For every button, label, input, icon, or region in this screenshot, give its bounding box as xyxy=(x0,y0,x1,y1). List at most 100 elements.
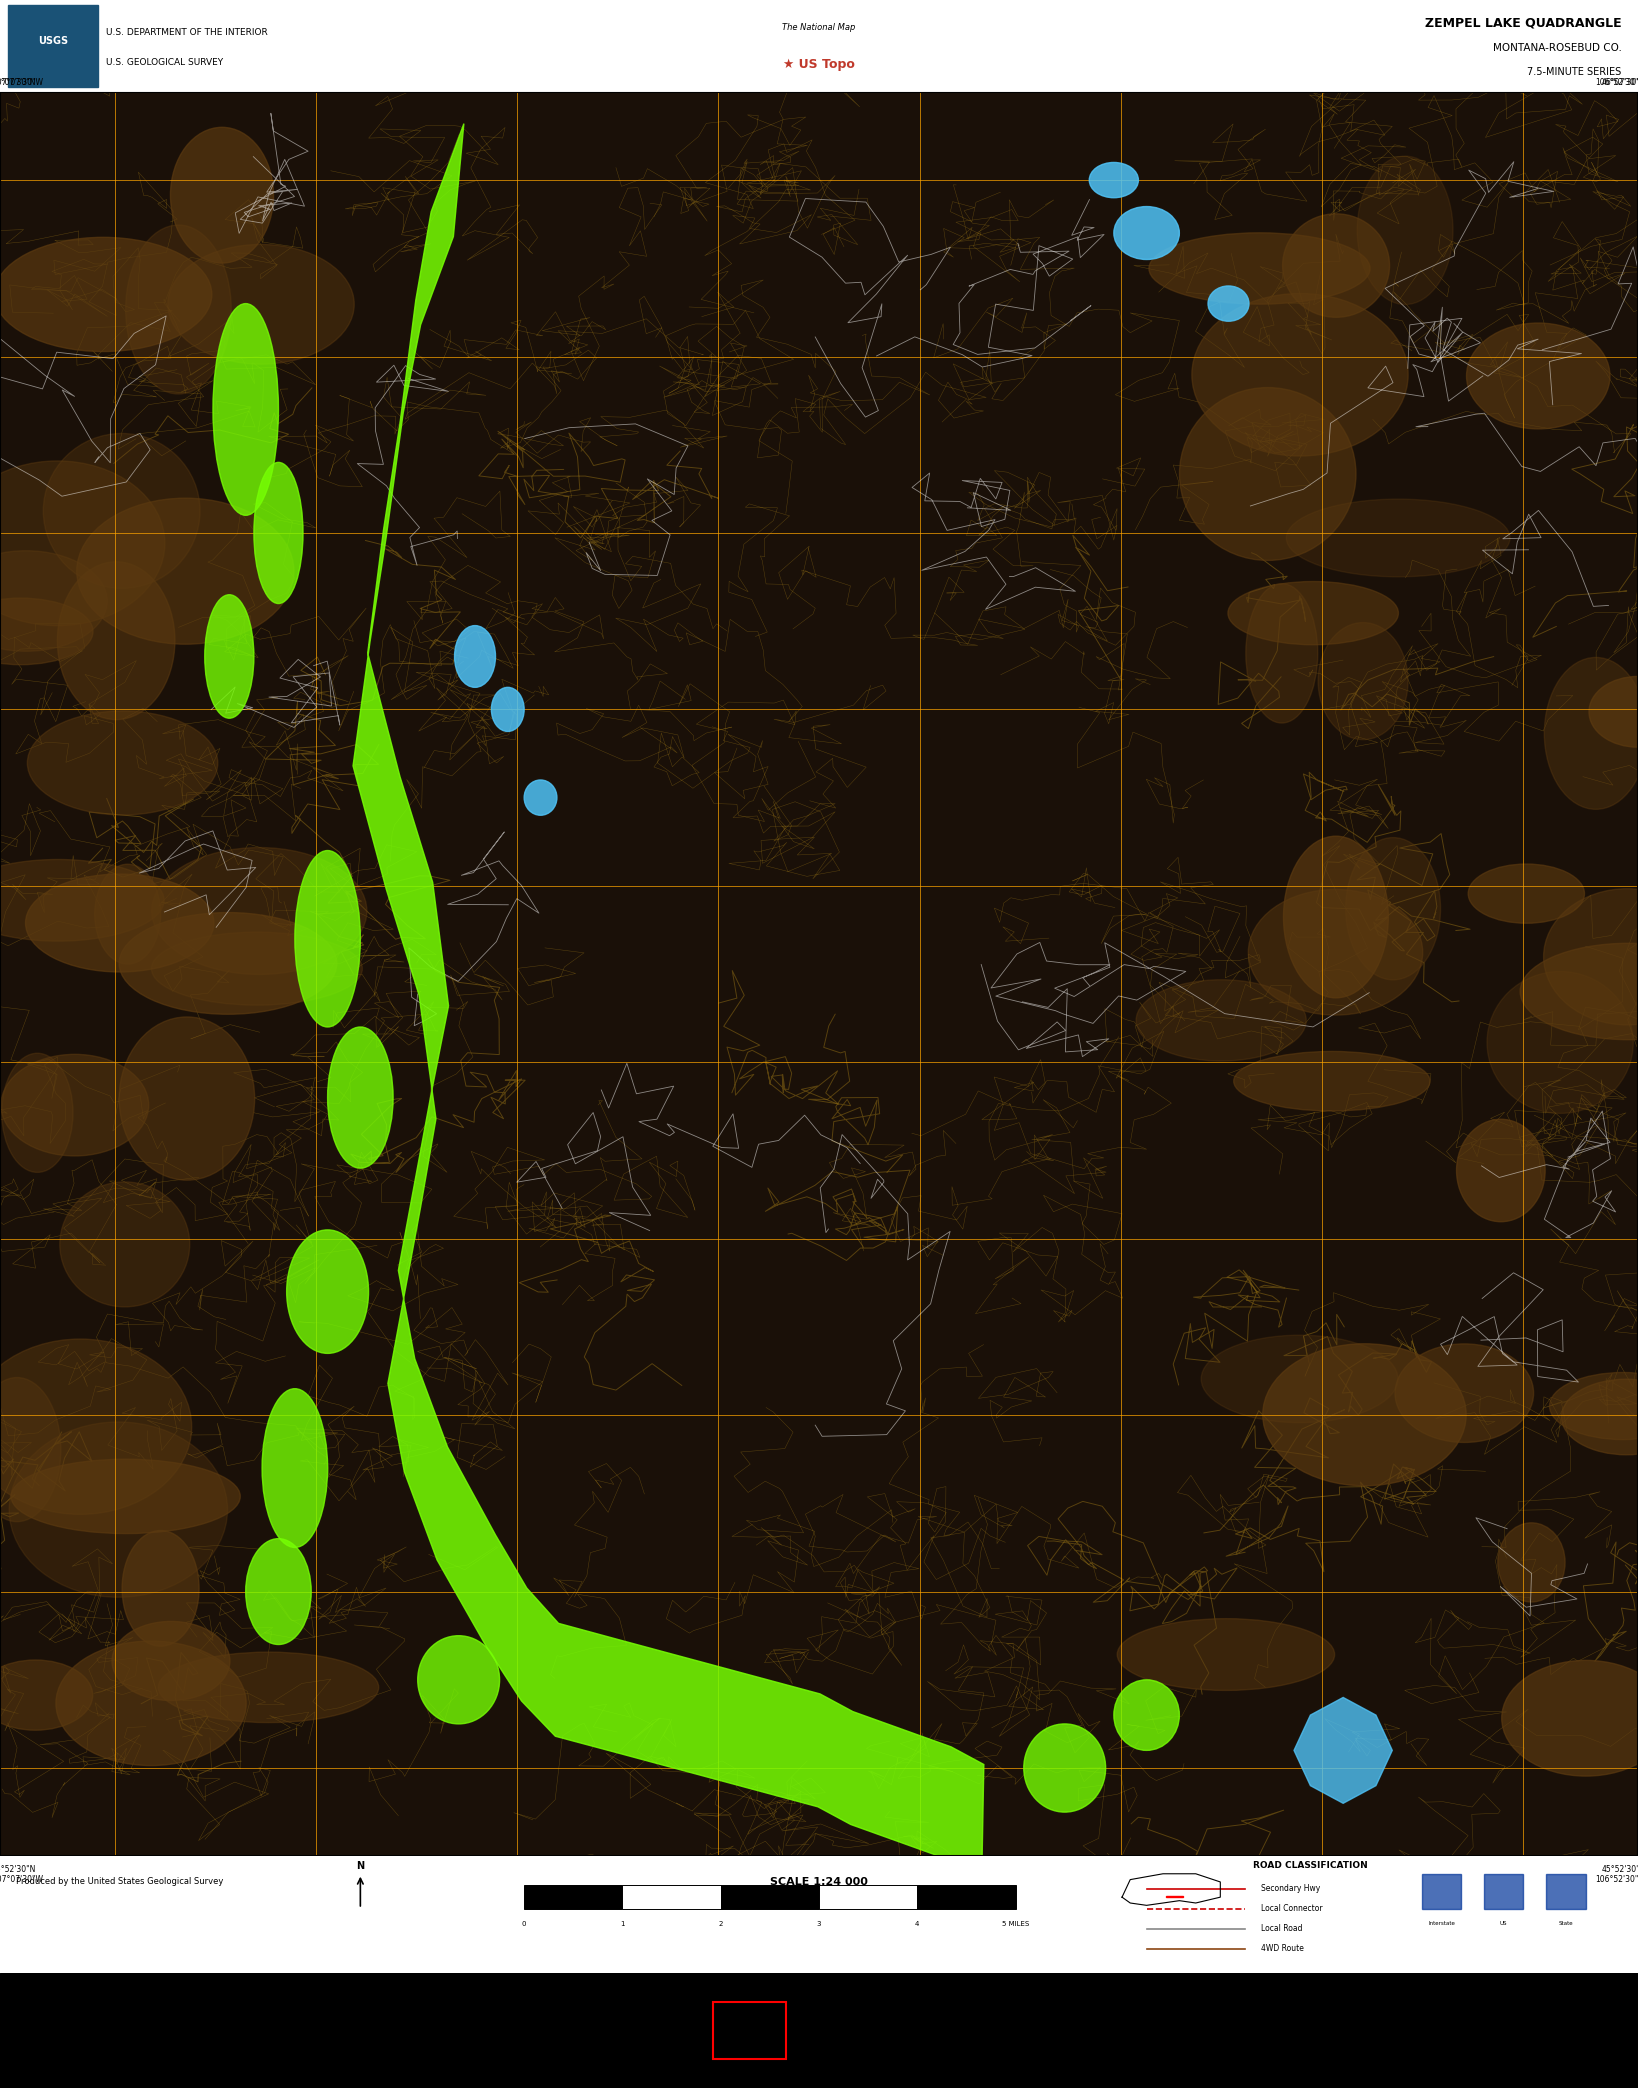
Text: 3: 3 xyxy=(817,1921,821,1927)
Text: MONTANA-ROSEBUD CO.: MONTANA-ROSEBUD CO. xyxy=(1492,42,1622,52)
Ellipse shape xyxy=(0,461,165,626)
Ellipse shape xyxy=(205,595,254,718)
Ellipse shape xyxy=(167,244,354,363)
Text: 46°07'30"N: 46°07'30"N xyxy=(0,77,36,86)
Ellipse shape xyxy=(213,303,278,516)
Ellipse shape xyxy=(1192,294,1409,455)
Ellipse shape xyxy=(524,781,557,814)
Ellipse shape xyxy=(254,461,303,603)
Text: U.S. GEOLOGICAL SURVEY: U.S. GEOLOGICAL SURVEY xyxy=(106,58,224,67)
Ellipse shape xyxy=(0,1378,61,1522)
Text: 106°52'30"W: 106°52'30"W xyxy=(1595,1865,1638,1885)
Polygon shape xyxy=(1294,1698,1392,1804)
Ellipse shape xyxy=(0,551,106,651)
Ellipse shape xyxy=(2,1054,149,1157)
Ellipse shape xyxy=(0,1660,93,1731)
Bar xyxy=(917,1885,1016,1908)
Ellipse shape xyxy=(1468,864,1584,923)
Ellipse shape xyxy=(328,1027,393,1167)
Text: U.S. DEPARTMENT OF THE INTERIOR: U.S. DEPARTMENT OF THE INTERIOR xyxy=(106,27,269,38)
Ellipse shape xyxy=(1024,1725,1106,1812)
Ellipse shape xyxy=(1247,583,1317,722)
Bar xyxy=(713,2002,786,2059)
Text: 7.5-MINUTE SERIES: 7.5-MINUTE SERIES xyxy=(1527,67,1622,77)
Ellipse shape xyxy=(1345,837,1440,979)
Ellipse shape xyxy=(159,1652,378,1723)
Ellipse shape xyxy=(262,1389,328,1547)
Ellipse shape xyxy=(1233,1052,1430,1111)
Ellipse shape xyxy=(1228,583,1399,645)
Text: 4: 4 xyxy=(916,1921,919,1927)
Text: Secondary Hwy: Secondary Hwy xyxy=(1261,1885,1320,1894)
Ellipse shape xyxy=(61,1182,190,1307)
Ellipse shape xyxy=(1089,163,1138,198)
Ellipse shape xyxy=(1456,1119,1545,1221)
Text: N: N xyxy=(357,1860,364,1871)
Ellipse shape xyxy=(418,1635,500,1725)
Ellipse shape xyxy=(120,1017,254,1180)
Ellipse shape xyxy=(1561,1380,1638,1455)
Ellipse shape xyxy=(1148,232,1369,305)
Text: 1: 1 xyxy=(621,1921,624,1927)
Text: 46°07'30"N: 46°07'30"N xyxy=(1602,77,1638,86)
Text: Local Connector: Local Connector xyxy=(1261,1904,1324,1913)
Text: ZEMPEL LAKE QUADRANGLE: ZEMPEL LAKE QUADRANGLE xyxy=(1425,17,1622,29)
Ellipse shape xyxy=(1284,835,1389,998)
Ellipse shape xyxy=(123,1531,200,1645)
Ellipse shape xyxy=(2,1052,74,1171)
Ellipse shape xyxy=(95,864,161,965)
Ellipse shape xyxy=(0,597,93,664)
Text: 5 MILES: 5 MILES xyxy=(1002,1921,1029,1927)
Ellipse shape xyxy=(1543,889,1638,1025)
Text: 2: 2 xyxy=(719,1921,722,1927)
Ellipse shape xyxy=(1502,1660,1638,1777)
Text: Produced by the United States Geological Survey: Produced by the United States Geological… xyxy=(16,1877,224,1885)
Ellipse shape xyxy=(151,931,362,1004)
Bar xyxy=(524,1885,622,1908)
Polygon shape xyxy=(354,123,984,1877)
Ellipse shape xyxy=(10,1422,228,1597)
Ellipse shape xyxy=(1487,971,1633,1113)
Ellipse shape xyxy=(1520,944,1638,1040)
Ellipse shape xyxy=(56,1641,246,1766)
Ellipse shape xyxy=(126,226,231,395)
Bar xyxy=(1422,1873,1461,1908)
Ellipse shape xyxy=(491,687,524,731)
Ellipse shape xyxy=(1589,677,1638,748)
Text: Local Road: Local Road xyxy=(1261,1925,1302,1933)
Text: 107°07'30"W: 107°07'30"W xyxy=(0,67,43,86)
Ellipse shape xyxy=(26,875,215,971)
Ellipse shape xyxy=(287,1230,369,1353)
Ellipse shape xyxy=(120,912,337,1015)
Ellipse shape xyxy=(0,1338,192,1514)
Text: 45°52'30"N: 45°52'30"N xyxy=(0,1865,36,1875)
Ellipse shape xyxy=(111,1622,229,1700)
Ellipse shape xyxy=(11,1460,241,1533)
Ellipse shape xyxy=(1358,157,1453,305)
Text: 4WD Route: 4WD Route xyxy=(1261,1944,1304,1952)
Bar xyxy=(1546,1873,1586,1908)
Ellipse shape xyxy=(170,127,274,263)
Ellipse shape xyxy=(1114,1679,1179,1750)
Bar xyxy=(721,1885,819,1908)
Text: USGS: USGS xyxy=(38,35,69,46)
Ellipse shape xyxy=(295,850,360,1027)
Ellipse shape xyxy=(1545,658,1638,810)
Bar xyxy=(622,1885,721,1908)
Ellipse shape xyxy=(1283,213,1389,317)
Ellipse shape xyxy=(1550,1372,1638,1439)
Ellipse shape xyxy=(1117,1618,1335,1691)
Text: State: State xyxy=(1559,1921,1572,1925)
Ellipse shape xyxy=(0,238,211,351)
Ellipse shape xyxy=(246,1539,311,1645)
Text: SCALE 1:24 000: SCALE 1:24 000 xyxy=(770,1877,868,1888)
Ellipse shape xyxy=(1209,286,1248,322)
Text: 0: 0 xyxy=(523,1921,526,1927)
Ellipse shape xyxy=(1263,1345,1466,1487)
Text: ROAD CLASSIFICATION: ROAD CLASSIFICATION xyxy=(1253,1860,1368,1871)
Bar xyxy=(8,4,98,88)
Ellipse shape xyxy=(28,712,218,814)
Text: ★ US Topo: ★ US Topo xyxy=(783,58,855,71)
Text: 106°52'30"W: 106°52'30"W xyxy=(1595,67,1638,86)
Ellipse shape xyxy=(1248,889,1423,1015)
